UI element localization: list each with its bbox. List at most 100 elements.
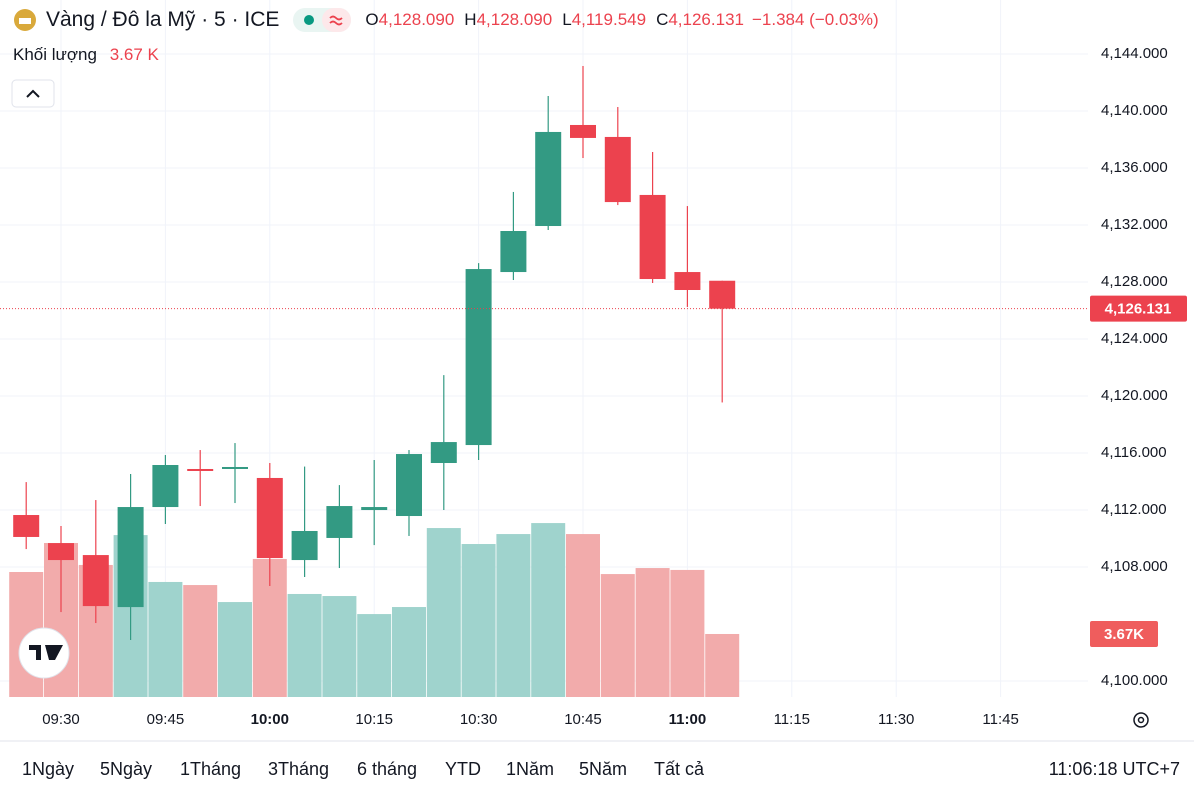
tv-logo (18, 627, 70, 679)
ohlc-value: 4,119.549 (571, 10, 647, 29)
volume-tag (1090, 620, 1158, 647)
volume-bar (218, 602, 252, 697)
volume-bar (670, 569, 705, 697)
x-tick-label: 09:45 (147, 711, 185, 728)
volume-bar (287, 593, 322, 697)
ohlc-key: H (464, 10, 477, 29)
ohlc-value: 4,128.090 (476, 10, 553, 29)
volume-bar (322, 596, 357, 697)
volume-bar (183, 585, 218, 697)
x-tick-label: 10:45 (564, 711, 602, 728)
candle-body (48, 543, 74, 561)
y-tick-label: 4,116.000 (1101, 444, 1167, 461)
x-tick-label: 11:45 (982, 711, 1018, 728)
volume-bar (426, 528, 461, 697)
x-tick-label: 09:30 (42, 711, 80, 728)
candle-body (465, 269, 492, 446)
ohlc-value: 4,128.090 (378, 10, 455, 29)
volume-bar (496, 534, 531, 697)
y-tick-label: 4,128.000 (1101, 273, 1168, 290)
range-button[interactable]: 5Ngày (100, 759, 153, 779)
symbol-icon-bar (19, 18, 31, 24)
x-tick-label: 11:30 (878, 711, 914, 728)
candle-body (187, 468, 214, 471)
price-tag-label: 4,126.131 (1105, 301, 1172, 318)
settings-icon-center (1137, 716, 1145, 724)
y-tick-label: 4,108.000 (1101, 558, 1168, 575)
y-tick-label: 4,100.000 (1101, 672, 1168, 689)
y-tick-label: 4,120.000 (1101, 387, 1168, 404)
candle-body (604, 136, 631, 203)
ohlc-key: O (365, 10, 379, 29)
range-button[interactable]: 5Năm (579, 759, 628, 779)
x-tick-label: 10:15 (355, 711, 393, 728)
x-tick-label: 11:00 (669, 711, 707, 728)
y-tick-label: 4,136.000 (1101, 159, 1168, 176)
ohlc-key: C (656, 10, 669, 29)
range-button[interactable]: 6 tháng (357, 759, 418, 779)
candle-body (13, 515, 40, 537)
legend-header: Vàng / Đô la Mỹ · 5 · ICE O4,128.090 H4,1… (12, 6, 879, 34)
candle-body (326, 506, 353, 538)
market-dot (304, 15, 315, 25)
delay-bg (322, 8, 352, 32)
collapse-icon (26, 89, 40, 98)
candle-layer (0, 65, 1088, 640)
y-tick-label: 4,140.000 (1101, 102, 1168, 119)
candle-body (361, 507, 388, 511)
range-button[interactable]: Tất cả (654, 759, 705, 779)
range-button[interactable]: 1Tháng (180, 759, 242, 779)
y-tick-label: 4,124.000 (1101, 330, 1168, 347)
candle-body (570, 124, 596, 138)
bottom-toolbar: 11:06:18 UTC+7 1Ngày 5Ngày 1Tháng 3Tháng 6 t… (0, 756, 1194, 784)
ohlc: O4,128.090 H4,128.090 L4,119.549 C4,126.131 (365, 10, 744, 30)
x-tick-label: 11:15 (774, 711, 810, 728)
candle-body (709, 280, 736, 309)
volume-title: Khối lượng (13, 45, 97, 64)
candle-body (535, 131, 562, 227)
volume-value: 3.67 K (109, 45, 159, 64)
candle-body (500, 231, 527, 273)
tv-logo-mark (29, 645, 63, 660)
clock: 11:06:18 UTC+7 (1048, 759, 1180, 779)
candle-body (396, 454, 422, 517)
volume-tag-label: 3.67K (1104, 626, 1144, 643)
candle-body (291, 530, 318, 561)
x-tick-label: 10:30 (460, 711, 498, 728)
range-button[interactable]: 1Năm (506, 759, 555, 779)
ohlc-key: L (562, 10, 572, 29)
axis-layer: 4,100.000 4,108.000 4,112.000 4,116.000 4,12… (42, 45, 1187, 728)
collapse-button[interactable] (11, 79, 55, 108)
candle-body (117, 507, 144, 608)
candle-body (222, 466, 248, 469)
candle-body (256, 477, 283, 559)
volume-bar (566, 534, 600, 697)
status-pill[interactable] (293, 8, 352, 32)
price-tag (1090, 295, 1187, 322)
volume-bar (392, 607, 426, 697)
volume-bar (635, 568, 670, 697)
volume-bar (600, 574, 635, 697)
candle-body (639, 194, 666, 280)
candle-body (674, 272, 701, 291)
volume-bar (461, 544, 496, 697)
range-button[interactable]: YTD (445, 759, 481, 779)
settings-icon[interactable] (1133, 712, 1149, 728)
range-button[interactable]: 1Ngày (22, 759, 75, 779)
volume-bar (148, 581, 183, 697)
range-button[interactable]: 3Tháng (268, 759, 330, 779)
candle-body (82, 555, 109, 607)
y-tick-label: 4,144.000 (1101, 45, 1168, 62)
status-icons (304, 8, 352, 32)
ohlc-value: 4,126.131 (668, 10, 744, 29)
volume-bar (357, 614, 392, 697)
grid (0, 0, 1088, 697)
volume-bar (531, 523, 566, 697)
volume-legend: Khối lượng 3.67 K (13, 45, 159, 65)
x-tick-label: 10:00 (251, 711, 289, 728)
change: −1.384 (−0.03%) (751, 10, 879, 29)
candle-body (430, 442, 457, 464)
symbol-icon (14, 9, 36, 31)
